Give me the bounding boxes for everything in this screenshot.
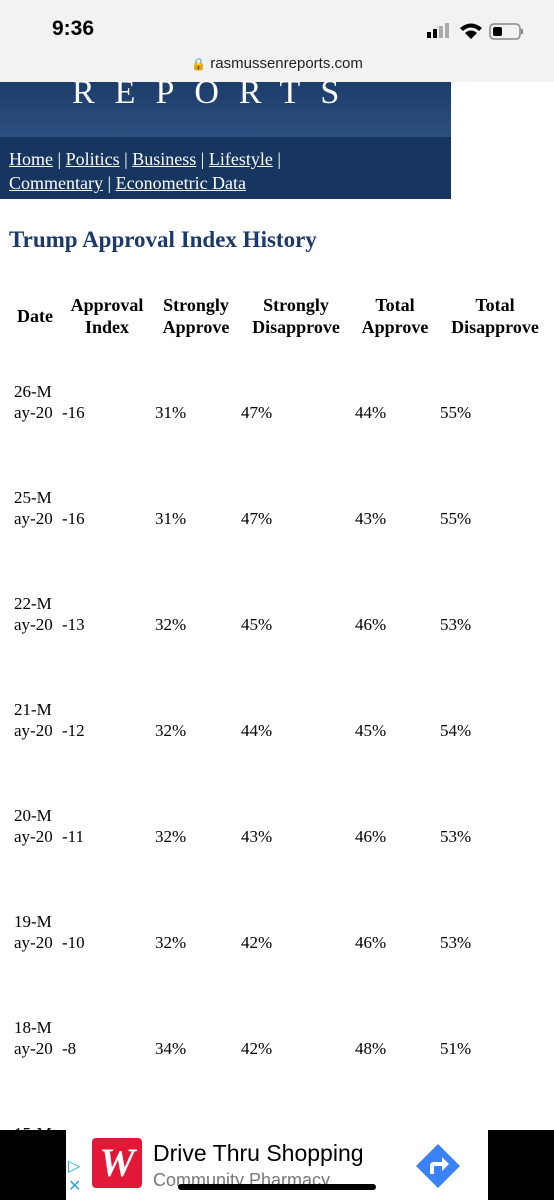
date-cell: 25-May-20 xyxy=(14,488,53,528)
table-cell: 46% xyxy=(355,827,387,846)
clock: 9:36 xyxy=(52,17,95,40)
date-cell: 21-May-20 xyxy=(14,700,53,740)
url-bar[interactable]: 🔒 rasmussenreports.com xyxy=(0,55,554,72)
table-cell: 46% xyxy=(355,933,387,952)
table-cell: 32% xyxy=(155,615,187,634)
table-cell: 31% xyxy=(155,403,187,422)
table-cell: 42% xyxy=(241,933,273,952)
table-cell: 55% xyxy=(440,509,472,528)
table-header: Total Disapprove xyxy=(451,295,539,337)
date-cell: 26-May-20 xyxy=(14,382,53,422)
lock-icon: 🔒 xyxy=(191,57,207,71)
home-indicator xyxy=(178,1184,376,1190)
table-cell: 47% xyxy=(241,509,273,528)
status-bar xyxy=(0,0,554,82)
table-cell: 44% xyxy=(241,721,273,740)
ad-subline: Community Pharmacy xyxy=(153,1170,331,1188)
table-cell: 43% xyxy=(355,509,387,528)
table-cell: -8 xyxy=(62,1039,77,1058)
table-cell: 51% xyxy=(440,1039,472,1058)
table-cell: 43% xyxy=(241,827,273,846)
date-cell: 20-May-20 xyxy=(14,806,53,846)
table-cell: 53% xyxy=(440,615,472,634)
table-header: Strongly Approve xyxy=(162,295,230,337)
date-cell: 22-May-20 xyxy=(14,594,53,634)
table-cell: 45% xyxy=(355,721,387,740)
ad-icons[interactable]: ▷ ✕ xyxy=(68,1156,82,1195)
ad-logo: W xyxy=(92,1138,142,1188)
table-cell: -12 xyxy=(62,721,85,740)
date-cell: 18-May-20 xyxy=(14,1018,53,1058)
date-cell: 19-May-20 xyxy=(14,912,53,952)
page-title: Trump Approval Index History xyxy=(9,227,317,252)
table-cell: 47% xyxy=(241,403,273,422)
table-header: Approval Index xyxy=(70,295,144,337)
table-cell: 42% xyxy=(241,1039,273,1058)
table-cell: 48% xyxy=(355,1039,387,1058)
table-cell: 53% xyxy=(440,827,472,846)
table-cell: -16 xyxy=(62,509,85,528)
ad-headline: Drive Thru Shopping xyxy=(153,1140,364,1166)
table-cell: -16 xyxy=(62,403,85,422)
table-cell: -13 xyxy=(62,615,85,634)
table-header: Total Approve xyxy=(361,295,429,337)
nav-link[interactable]: Econometric Data xyxy=(115,173,247,193)
table-cell: 53% xyxy=(440,933,472,952)
nav-link[interactable]: Commentary xyxy=(9,173,103,193)
nav-menu: Home | Politics | Business | Lifestyle |… xyxy=(9,149,281,193)
table-cell: 32% xyxy=(155,827,187,846)
table-cell: 44% xyxy=(355,403,387,422)
nav-link[interactable]: Politics xyxy=(65,149,120,169)
ad-directions-icon[interactable] xyxy=(414,1142,462,1190)
nav-link[interactable]: Home xyxy=(9,149,53,169)
table-cell: -10 xyxy=(62,933,85,952)
table-cell: 46% xyxy=(355,615,387,634)
table-cell: 34% xyxy=(155,1039,187,1058)
table-cell: -11 xyxy=(62,827,85,846)
table-header: Strongly Disapprove xyxy=(252,295,340,337)
table-cell: 45% xyxy=(241,615,273,634)
url: rasmussenreports.com xyxy=(210,55,363,72)
nav-link[interactable]: Business xyxy=(132,149,197,169)
table-cell: 55% xyxy=(440,403,472,422)
table-header: Date xyxy=(17,306,53,326)
table-cell: 31% xyxy=(155,509,187,528)
status-icons xyxy=(427,23,523,40)
nav-link[interactable]: Lifestyle xyxy=(208,149,273,169)
table-cell: 32% xyxy=(155,933,187,952)
logo-text: REPORTS xyxy=(72,74,360,111)
table-cell: 32% xyxy=(155,721,187,740)
table-cell: 54% xyxy=(440,721,472,740)
ad-banner[interactable]: ▷ ✕ W Drive Thru Shopping Community Pharm… xyxy=(0,1130,554,1200)
banner-header xyxy=(0,82,451,137)
